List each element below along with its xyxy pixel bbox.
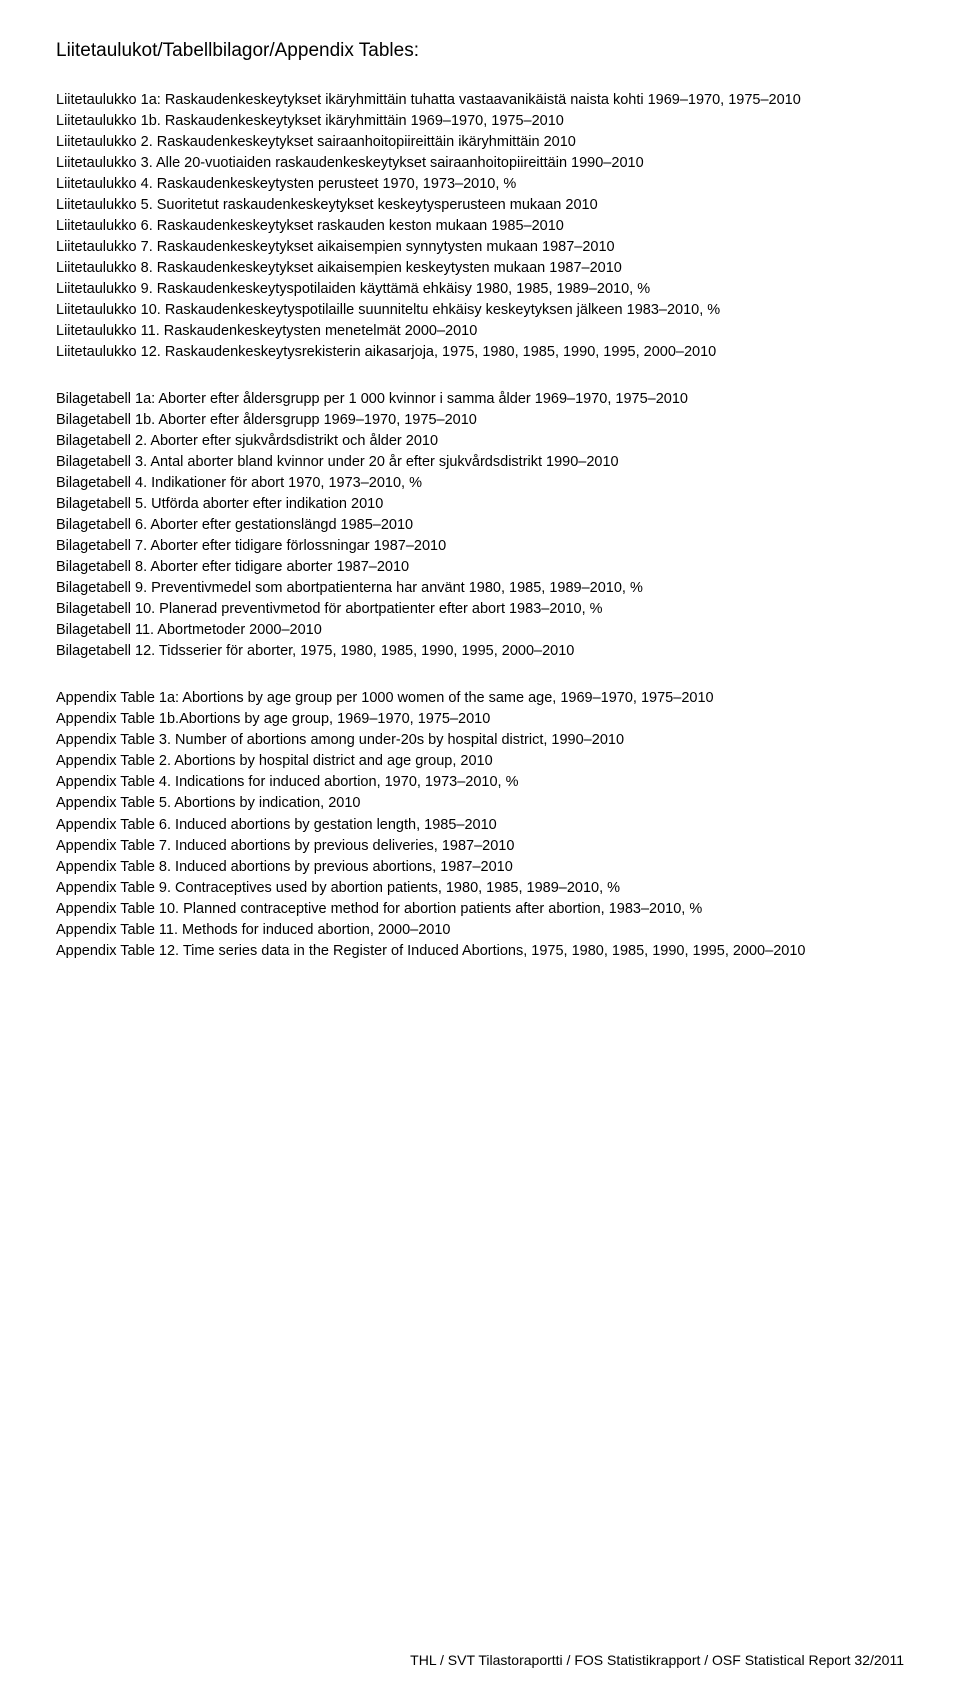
list-item: Liitetaulukko 1a: Raskaudenkeskeytykset … — [56, 90, 904, 111]
list-item: Liitetaulukko 11. Raskaudenkeskeytysten … — [56, 321, 904, 342]
list-item: Liitetaulukko 7. Raskaudenkeskeytykset a… — [56, 237, 904, 258]
list-item: Bilagetabell 1a: Aborter efter åldersgru… — [56, 389, 904, 410]
list-item: Liitetaulukko 1b. Raskaudenkeskeytykset … — [56, 111, 904, 132]
list-item: Appendix Table 10. Planned contraceptive… — [56, 899, 904, 920]
list-item: Bilagetabell 9. Preventivmedel som abort… — [56, 578, 904, 599]
list-item: Appendix Table 1b.Abortions by age group… — [56, 709, 904, 730]
list-item: Bilagetabell 11. Abortmetoder 2000–2010 — [56, 620, 904, 641]
list-item: Appendix Table 2. Abortions by hospital … — [56, 751, 904, 772]
list-item: Appendix Table 4. Indications for induce… — [56, 772, 904, 793]
list-item: Liitetaulukko 10. Raskaudenkeskeytyspoti… — [56, 300, 904, 321]
list-item: Bilagetabell 8. Aborter efter tidigare a… — [56, 557, 904, 578]
page-footer: THL / SVT Tilastoraportti / FOS Statisti… — [410, 1652, 904, 1668]
finnish-block: Liitetaulukko 1a: Raskaudenkeskeytykset … — [56, 90, 904, 363]
swedish-block: Bilagetabell 1a: Aborter efter åldersgru… — [56, 389, 904, 662]
list-item: Bilagetabell 1b. Aborter efter åldersgru… — [56, 410, 904, 431]
list-item: Appendix Table 1a: Abortions by age grou… — [56, 688, 904, 709]
list-item: Bilagetabell 6. Aborter efter gestations… — [56, 515, 904, 536]
list-item: Liitetaulukko 12. Raskaudenkeskeytysreki… — [56, 342, 904, 363]
list-item: Liitetaulukko 5. Suoritetut raskaudenkes… — [56, 195, 904, 216]
list-item: Appendix Table 11. Methods for induced a… — [56, 920, 904, 941]
list-item: Appendix Table 12. Time series data in t… — [56, 941, 904, 962]
list-item: Bilagetabell 12. Tidsserier för aborter,… — [56, 641, 904, 662]
list-item: Liitetaulukko 8. Raskaudenkeskeytykset a… — [56, 258, 904, 279]
list-item: Liitetaulukko 6. Raskaudenkeskeytykset r… — [56, 216, 904, 237]
list-item: Bilagetabell 7. Aborter efter tidigare f… — [56, 536, 904, 557]
english-block: Appendix Table 1a: Abortions by age grou… — [56, 688, 904, 961]
list-item: Appendix Table 3. Number of abortions am… — [56, 730, 904, 751]
list-item: Bilagetabell 10. Planerad preventivmetod… — [56, 599, 904, 620]
list-item: Bilagetabell 3. Antal aborter bland kvin… — [56, 452, 904, 473]
list-item: Bilagetabell 5. Utförda aborter efter in… — [56, 494, 904, 515]
list-item: Appendix Table 6. Induced abortions by g… — [56, 815, 904, 836]
list-item: Appendix Table 5. Abortions by indicatio… — [56, 793, 904, 814]
list-item: Liitetaulukko 4. Raskaudenkeskeytysten p… — [56, 174, 904, 195]
list-item: Liitetaulukko 3. Alle 20-vuotiaiden rask… — [56, 153, 904, 174]
list-item: Appendix Table 7. Induced abortions by p… — [56, 836, 904, 857]
list-item: Liitetaulukko 9. Raskaudenkeskeytyspotil… — [56, 279, 904, 300]
document-page: Liitetaulukot/Tabellbilagor/Appendix Tab… — [0, 0, 960, 1698]
list-item: Appendix Table 8. Induced abortions by p… — [56, 857, 904, 878]
list-item: Liitetaulukko 2. Raskaudenkeskeytykset s… — [56, 132, 904, 153]
list-item: Appendix Table 9. Contraceptives used by… — [56, 878, 904, 899]
list-item: Bilagetabell 4. Indikationer för abort 1… — [56, 473, 904, 494]
list-item: Bilagetabell 2. Aborter efter sjukvårdsd… — [56, 431, 904, 452]
page-title: Liitetaulukot/Tabellbilagor/Appendix Tab… — [56, 40, 904, 62]
